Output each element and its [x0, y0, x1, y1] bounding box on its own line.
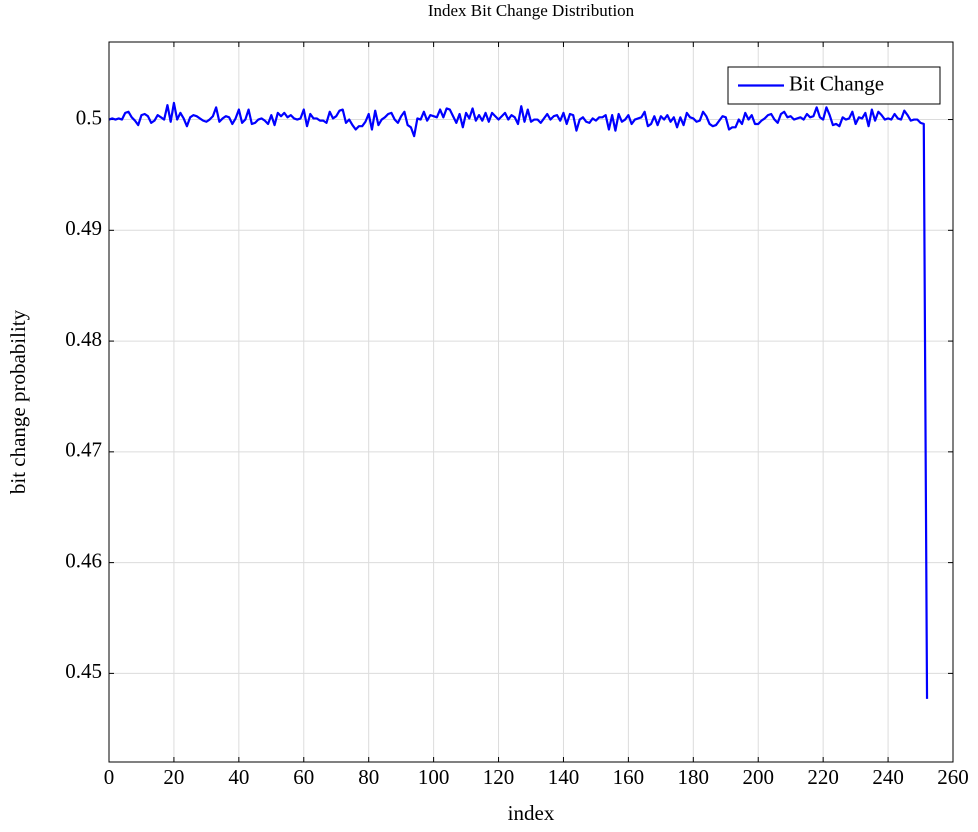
x-tick-label: 220 — [807, 765, 839, 789]
x-tick-label: 120 — [483, 765, 515, 789]
x-tick-label: 240 — [872, 765, 904, 789]
y-tick-label: 0.5 — [76, 105, 102, 129]
x-tick-label: 20 — [163, 765, 184, 789]
x-tick-label: 180 — [678, 765, 710, 789]
x-tick-label: 260 — [937, 765, 969, 789]
y-tick-label: 0.45 — [65, 659, 102, 683]
chart-title: Index Bit Change Distribution — [428, 1, 635, 20]
legend: Bit Change — [727, 66, 941, 105]
x-tick-label: 140 — [548, 765, 580, 789]
plot-frame — [108, 41, 954, 763]
y-tick-label: 0.47 — [65, 438, 102, 462]
x-tick-label: 100 — [418, 765, 450, 789]
x-tick-label: 200 — [742, 765, 774, 789]
x-tick-label: 160 — [613, 765, 645, 789]
x-tick-label: 80 — [358, 765, 379, 789]
x-tick-label: 0 — [104, 765, 115, 789]
y-tick-label: 0.48 — [65, 327, 102, 351]
x-tick-label: 60 — [293, 765, 314, 789]
data-line — [108, 101, 929, 699]
y-tick-label: 0.49 — [65, 216, 102, 240]
y-tick-label: 0.46 — [65, 548, 102, 572]
x-axis-label: index — [508, 801, 555, 825]
x-tick-label: 40 — [228, 765, 249, 789]
y-axis-label: bit change probability — [6, 309, 30, 494]
legend-label: Bit Change — [789, 71, 884, 95]
